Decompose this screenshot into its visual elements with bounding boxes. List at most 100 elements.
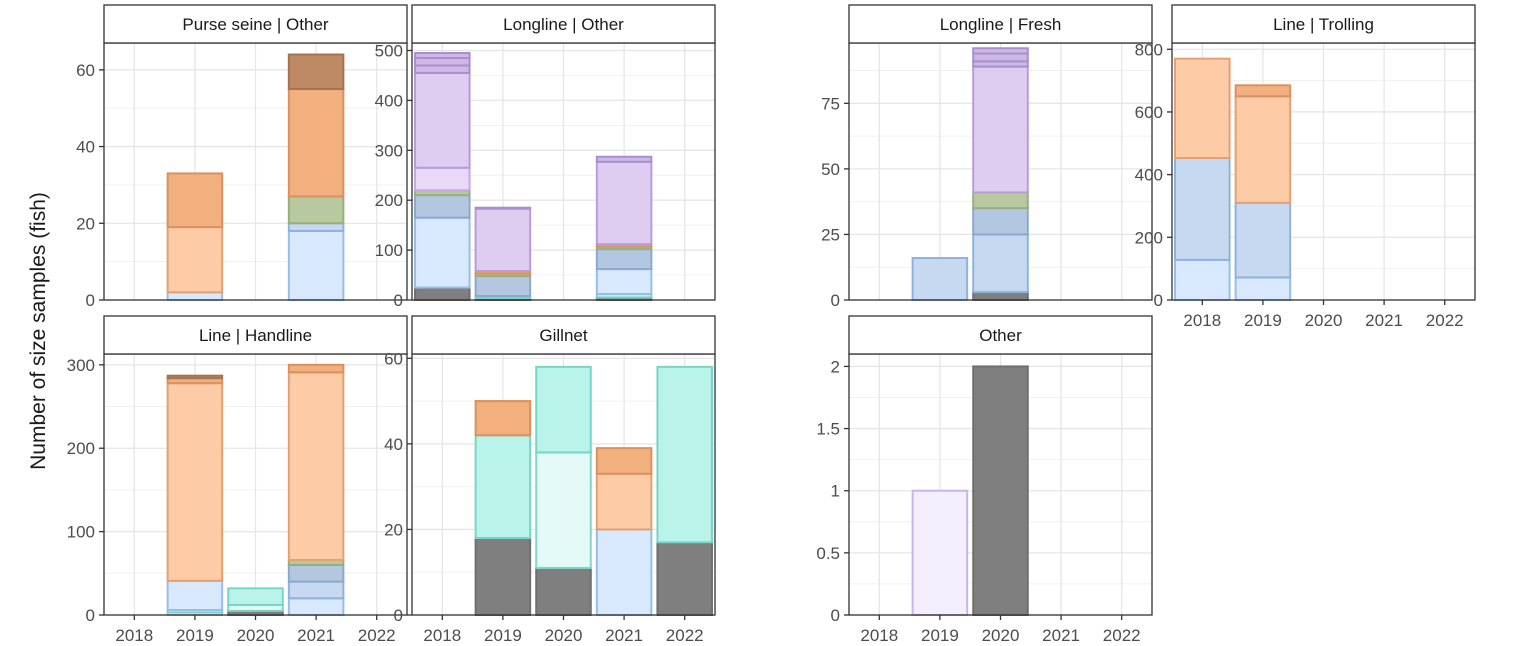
y-tick-label: 200: [1135, 228, 1163, 247]
bar-segment: [414, 56, 471, 67]
bar-segment: [414, 286, 471, 301]
strip-label: Longline | Other: [503, 15, 624, 34]
bar-segment: [166, 374, 224, 380]
strip-label: Longline | Fresh: [940, 15, 1062, 34]
bar-segment: [287, 363, 345, 374]
bar-segment: [227, 587, 284, 606]
y-tick-label: 300: [67, 356, 95, 375]
y-tick-label: 200: [375, 191, 403, 210]
strip-background: [1171, 4, 1476, 44]
bar-segment: [535, 566, 592, 617]
y-tick-label: 300: [375, 141, 403, 160]
y-tick-label: 0: [831, 606, 840, 625]
bar-segment: [535, 451, 592, 569]
panel: Line | Trolling 0 200 400 600 800 2018 2019 2020…: [1135, 4, 1476, 330]
x-tick-label: 2018: [860, 626, 898, 645]
bar-segment: [972, 207, 1029, 236]
bar-segment: [972, 52, 1029, 63]
bar-segment: [595, 155, 653, 163]
strip-background: [848, 4, 1153, 44]
x-tick-label: 2020: [237, 626, 275, 645]
strip-label: Line | Trolling: [1273, 15, 1374, 34]
bar-segment: [287, 53, 345, 91]
bar-segment: [166, 291, 224, 302]
bar-segment: [414, 71, 471, 169]
y-axis-label: Number of size samples (fish): [27, 192, 50, 470]
y-tick-label: 40: [384, 435, 403, 454]
bar-segment: [287, 580, 345, 600]
bar-segment: [595, 160, 653, 246]
x-tick-label: 2019: [484, 626, 522, 645]
y-tick-label: 50: [821, 160, 840, 179]
panel: Gillnet 0 20 40 60 2018 2019 2020 2021 2022: [384, 315, 716, 645]
bar-segment: [972, 191, 1029, 210]
bar-segment: [166, 172, 224, 229]
x-tick-label: 2020: [545, 626, 583, 645]
bar-segment: [166, 226, 224, 294]
y-tick-label: 75: [821, 94, 840, 113]
bar-segment: [595, 447, 653, 475]
panel: Other 0 0.5 1 1.5 2 2018 2019 2020 2021 2022: [816, 315, 1153, 645]
y-tick-label: 400: [1135, 166, 1163, 185]
y-tick-label: 0: [394, 606, 403, 625]
bar-segment: [595, 248, 653, 271]
x-tick-label: 2021: [1365, 311, 1403, 330]
y-tick-label: 20: [76, 214, 95, 233]
y-tick-label: 600: [1135, 103, 1163, 122]
x-tick-label: 2019: [921, 626, 959, 645]
x-tick-label: 2019: [176, 626, 214, 645]
strip-background: [103, 315, 408, 355]
strip-label: Gillnet: [539, 326, 587, 345]
bar-segment: [287, 563, 345, 583]
bar-segment: [972, 233, 1029, 294]
bar-segment: [911, 489, 969, 617]
y-tick-label: 2: [831, 357, 840, 376]
bar-segment: [1234, 84, 1292, 98]
bar-segment: [474, 400, 532, 437]
y-tick-label: 1.5: [816, 420, 840, 439]
x-tick-label: 2019: [1244, 311, 1282, 330]
bar-segment: [1234, 276, 1292, 301]
y-tick-label: 100: [375, 241, 403, 260]
bar-segment: [414, 216, 471, 289]
y-tick-label: 1: [831, 482, 840, 501]
bar-segment: [972, 47, 1029, 55]
bar-segment: [474, 536, 532, 616]
x-tick-label: 2022: [666, 626, 704, 645]
y-tick-label: 0.5: [816, 544, 840, 563]
x-tick-label: 2022: [358, 626, 396, 645]
bar-segment: [287, 88, 345, 198]
bar-segment: [414, 166, 471, 192]
strip-background: [411, 315, 716, 355]
bar-segment: [972, 365, 1029, 616]
bar-segment: [474, 434, 532, 539]
y-tick-label: 400: [375, 91, 403, 110]
bar-segment: [1174, 258, 1231, 302]
bar-segment: [166, 382, 224, 582]
panel: Longline | Fresh 0 25 50 75: [821, 4, 1153, 310]
x-tick-label: 2022: [1426, 311, 1464, 330]
strip-label: Other: [979, 326, 1022, 345]
bar-segment: [474, 207, 532, 273]
y-tick-label: 60: [76, 61, 95, 80]
x-tick-label: 2021: [605, 626, 643, 645]
bar-segment: [1234, 201, 1292, 279]
y-tick-label: 0: [86, 291, 95, 310]
x-tick-label: 2021: [297, 626, 335, 645]
bar-segment: [474, 206, 532, 210]
strip-background: [848, 315, 1153, 355]
panel: Longline | Other 0 100 200 300 400 500: [375, 4, 716, 310]
x-tick-label: 2022: [1103, 626, 1141, 645]
bar-segment: [287, 195, 345, 225]
bar-segment: [972, 291, 1029, 302]
y-tick-label: 0: [1154, 291, 1163, 310]
strip-background: [103, 4, 408, 44]
y-tick-label: 800: [1135, 40, 1163, 59]
x-tick-label: 2018: [1183, 311, 1221, 330]
bar-segment: [656, 541, 713, 616]
y-tick-label: 0: [86, 606, 95, 625]
bar-segment: [595, 268, 653, 296]
bar-segment: [535, 365, 592, 454]
